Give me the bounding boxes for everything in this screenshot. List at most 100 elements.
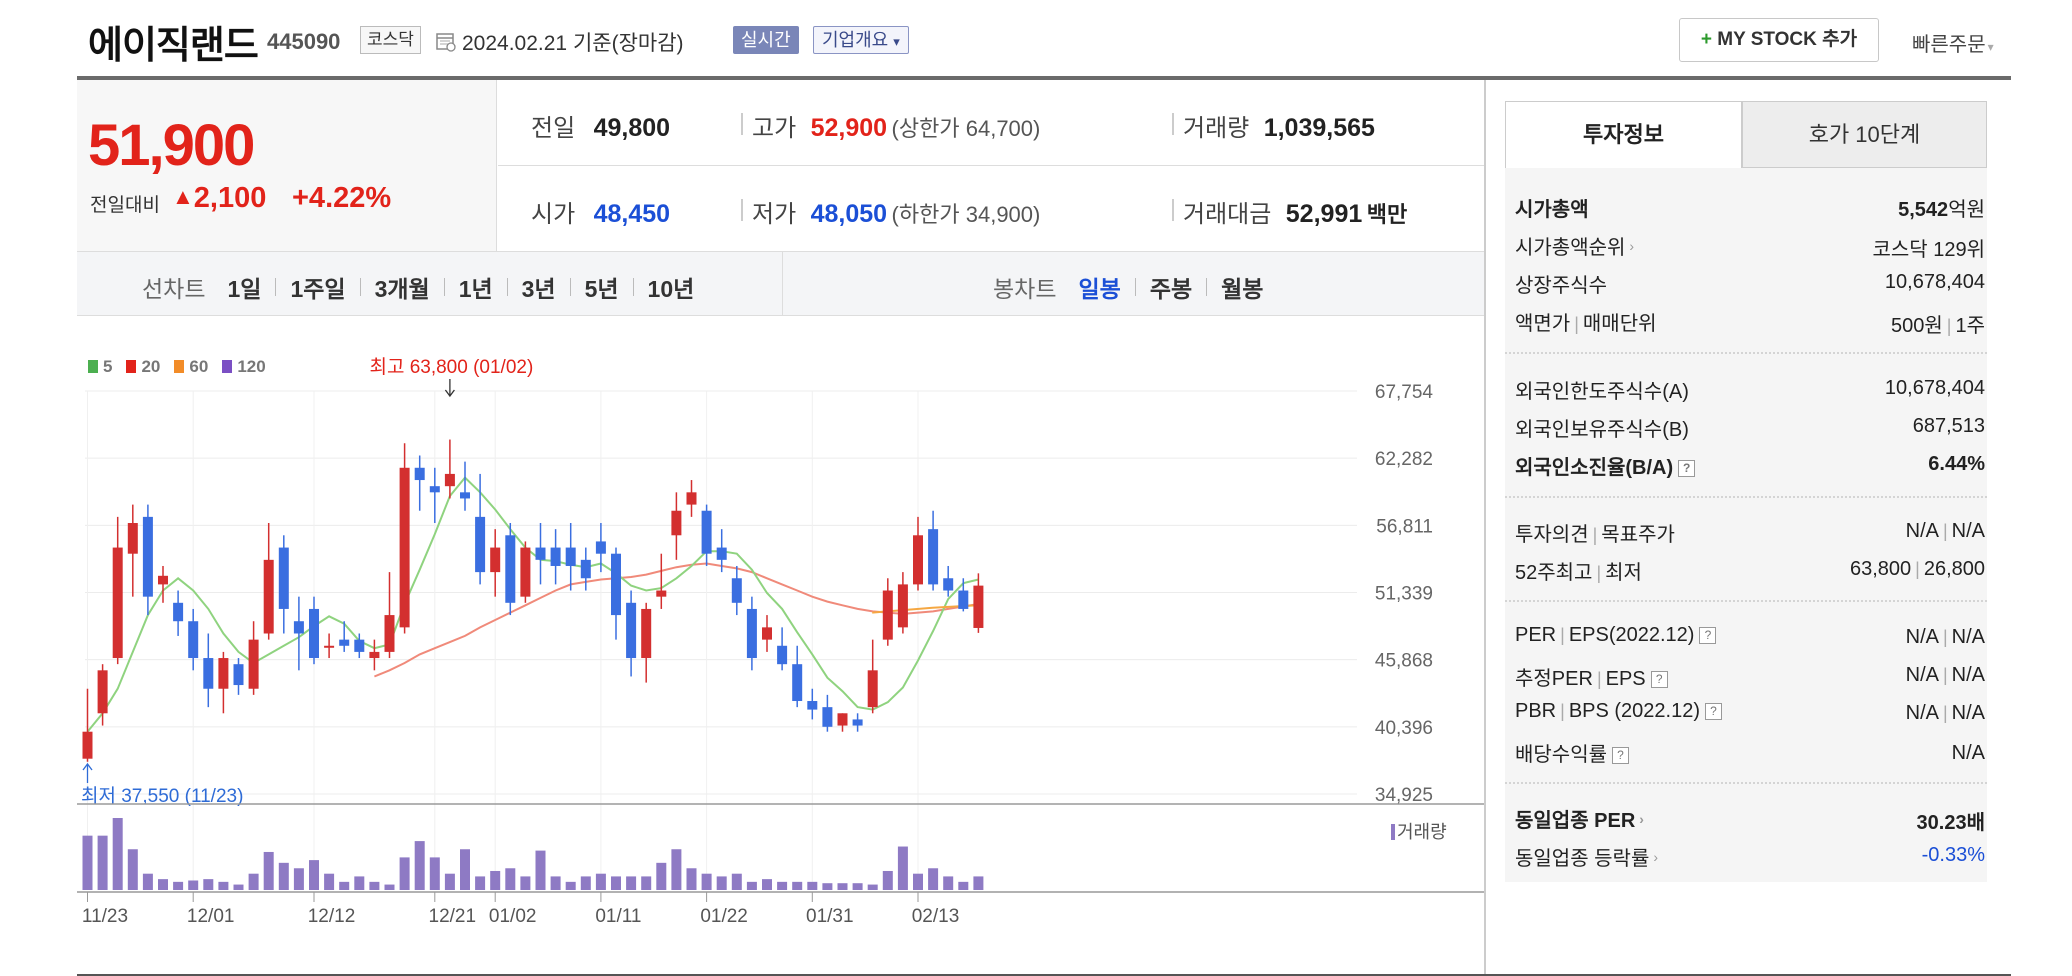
- candle-body: [807, 701, 818, 710]
- candle-body: [520, 547, 531, 597]
- volume-bar: [203, 879, 214, 890]
- plus-icon: +: [1700, 29, 1712, 50]
- period-1d[interactable]: 1일: [227, 276, 262, 302]
- volume-bar: [535, 850, 546, 890]
- legend-ma60: 60: [174, 357, 208, 377]
- tab-investment-info[interactable]: 투자정보: [1505, 101, 1742, 168]
- candle-body: [686, 492, 697, 505]
- realtime-button[interactable]: 실시간: [733, 26, 799, 54]
- candle-body: [218, 658, 229, 689]
- volume-bar: [822, 883, 833, 890]
- volume-bar: [414, 841, 425, 890]
- volume-bar: [399, 857, 410, 890]
- divider: [569, 278, 571, 296]
- period-5y[interactable]: 5년: [584, 276, 619, 302]
- help-icon[interactable]: ?: [1705, 703, 1723, 720]
- candle-body: [897, 584, 908, 628]
- stock-name: 에이직랜드: [88, 25, 259, 67]
- volume-bar: [142, 873, 153, 890]
- line-chart-label: 선차트: [142, 276, 206, 302]
- face-value-value: 500원 | 1주: [1891, 315, 1985, 337]
- volume-bar: [293, 868, 304, 890]
- y-tick-label: 45,868: [1375, 651, 1433, 672]
- opinion-label: 투자의견 | 목표주가: [1515, 524, 1675, 546]
- candle-body: [565, 547, 576, 566]
- market-cap-label: 시가총액: [1515, 199, 1589, 221]
- candle-chart-periods: 봉차트 일봉 주봉 월봉: [993, 270, 1263, 304]
- volume-bar: [973, 876, 984, 890]
- period-1y[interactable]: 1년: [458, 276, 493, 302]
- calendar-icon: [436, 33, 456, 52]
- listed-shares-label: 상장주식수: [1515, 275, 1607, 297]
- volume-bar: [928, 868, 939, 890]
- y-tick-label: 40,396: [1375, 718, 1433, 739]
- volume-bar: [82, 835, 93, 890]
- sector-change-label[interactable]: 동일업종 등락률 ›: [1515, 848, 1659, 870]
- period-10y[interactable]: 10년: [647, 276, 695, 302]
- pbr-value: N/A | N/A: [1905, 702, 1985, 724]
- x-tick-label: 12/12: [308, 906, 356, 927]
- est-per-label: 추정PER | EPS?: [1515, 662, 1668, 691]
- candle-body: [429, 486, 440, 493]
- bottom-divider: [77, 974, 2011, 976]
- quick-order-button[interactable]: 빠른주문 ▾: [1912, 34, 1994, 56]
- market-cap-rank-label[interactable]: 시가총액순위 ›: [1515, 237, 1635, 259]
- ma5-line: [86, 476, 979, 733]
- candle-body: [188, 621, 199, 659]
- company-overview-button[interactable]: 기업개요 ▾: [813, 26, 909, 54]
- period-3m[interactable]: 3개월: [374, 276, 430, 302]
- add-mystock-button[interactable]: + MY STOCK 추가: [1679, 18, 1879, 62]
- candle-weekly[interactable]: 주봉: [1149, 276, 1193, 302]
- low-annotation: 최저 37,550 (11/23): [81, 785, 243, 807]
- volume-bar: [882, 870, 893, 890]
- candle-body: [641, 608, 652, 659]
- help-icon[interactable]: ?: [1650, 671, 1668, 688]
- y-tick-label: 62,282: [1375, 449, 1433, 470]
- candle-body: [324, 645, 335, 648]
- chevron-down-icon: ▾: [1987, 40, 1994, 54]
- dividend-label: 배당수익률?: [1515, 738, 1629, 767]
- volume-bar: [173, 881, 184, 890]
- volume-bar: [913, 873, 923, 890]
- face-value-label: 액면가 | 매매단위: [1515, 313, 1657, 335]
- y-tick-label: 67,754: [1375, 382, 1434, 403]
- chart-legend: 5 20 60 120: [88, 357, 266, 377]
- candle-monthly[interactable]: 월봉: [1221, 276, 1264, 302]
- volume-bar: [444, 873, 455, 890]
- x-tick-label: 01/31: [806, 906, 854, 927]
- trade-amount: 거래대금 52,991 백만: [1183, 200, 1408, 228]
- volume-bar: [475, 876, 486, 890]
- help-icon[interactable]: ?: [1678, 460, 1696, 477]
- volume-bar: [731, 873, 742, 890]
- quote-grid-divider: [498, 165, 1485, 166]
- legend-ma120: 120: [222, 357, 266, 377]
- x-tick-label: 12/01: [187, 906, 235, 927]
- candle-body: [233, 664, 244, 686]
- candle-body: [490, 547, 501, 573]
- divider: [1172, 113, 1174, 135]
- help-icon[interactable]: ?: [1699, 627, 1717, 644]
- period-1w[interactable]: 1주일: [290, 276, 346, 302]
- help-icon[interactable]: ?: [1612, 747, 1629, 764]
- chevron-right-icon: ›: [1653, 849, 1659, 865]
- candle-body: [837, 713, 848, 726]
- candle-body: [822, 707, 833, 727]
- candle-daily[interactable]: 일봉: [1078, 276, 1121, 302]
- x-tick-label: 01/22: [700, 906, 748, 927]
- open-price: 시가 48,450: [531, 200, 671, 228]
- price-chart[interactable]: 67,754 62,282 56,811 51,339 45,868 40,396 34,9…: [77, 316, 1485, 976]
- candle-body: [716, 547, 727, 560]
- candle-body: [309, 608, 319, 659]
- tab-order-book[interactable]: 호가 10단계: [1742, 101, 1987, 168]
- candle-body: [82, 731, 93, 759]
- sector-per-label[interactable]: 동일업종 PER ›: [1515, 810, 1644, 832]
- volume-bar: [746, 881, 757, 890]
- candle-body: [852, 719, 863, 726]
- x-tick-label: 01/11: [595, 906, 641, 927]
- candle-body: [248, 639, 259, 689]
- candle-body: [399, 467, 410, 628]
- period-3y[interactable]: 3년: [521, 276, 556, 302]
- volume-bar: [97, 835, 108, 890]
- volume-bar: [762, 879, 772, 890]
- divider: [741, 113, 743, 135]
